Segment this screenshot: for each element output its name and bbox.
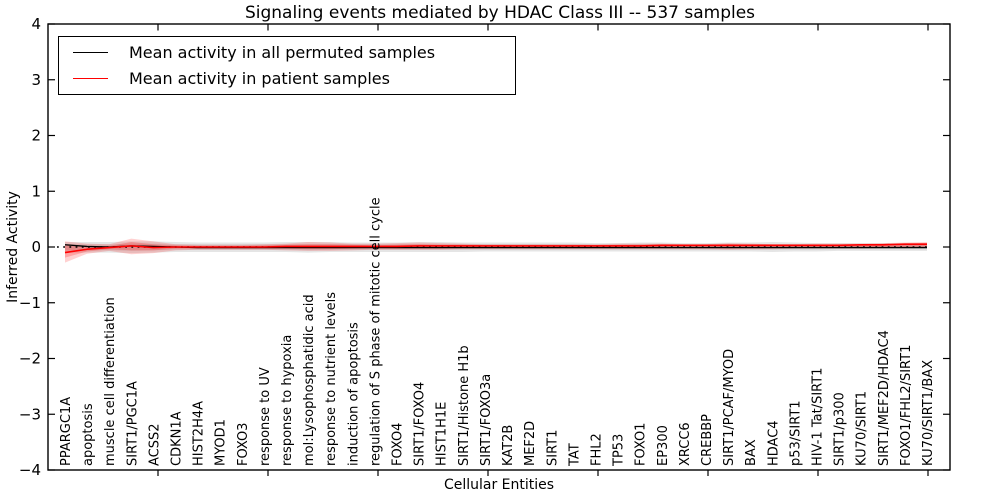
- x-category-label: KU70/SIRT1/BAX: [921, 360, 936, 466]
- x-category-label: regulation of S phase of mitotic cell cy…: [368, 197, 383, 466]
- y-tick-label: −3: [19, 405, 41, 423]
- y-tick-label: −4: [19, 461, 41, 479]
- permuted-line-swatch-icon: [73, 51, 108, 53]
- y-tick-label: 2: [31, 127, 41, 145]
- legend: Mean activity in all permuted samples Me…: [58, 36, 516, 95]
- x-category-label: FOXO1/FHL2/SIRT1: [899, 345, 914, 466]
- x-category-label: SIRT1/PGC1A: [125, 381, 140, 466]
- x-category-label: SIRT1/p300: [833, 392, 848, 466]
- x-category-label: MEF2D: [523, 421, 538, 466]
- x-category-label: SIRT1: [545, 430, 560, 466]
- x-category-label: BAX: [744, 439, 759, 466]
- x-category-label: KAT2B: [501, 425, 516, 466]
- x-category-label: CREBBP: [700, 414, 715, 466]
- x-category-label: response to hypoxia: [280, 335, 295, 466]
- patient-mean-line: [64, 243, 927, 254]
- x-category-label: HIST1H1E: [435, 402, 450, 466]
- x-category-label: SIRT1/PCAF/MYOD: [722, 349, 737, 466]
- x-category-label: response to UV: [258, 367, 273, 466]
- y-tick-label: 0: [31, 238, 41, 256]
- x-category-label: SIRT1/FOXO4: [413, 382, 428, 466]
- patient-line-swatch-icon: [73, 78, 108, 80]
- x-category-label: HIV-1 Tat/SIRT1: [810, 368, 825, 466]
- x-category-label: KU70/SIRT1: [855, 391, 870, 466]
- x-category-label: mol:Lysophosphatidic acid: [302, 294, 317, 466]
- x-category-label: SIRT1/Histone H1b: [457, 345, 472, 466]
- y-tick-label: 3: [31, 71, 41, 89]
- x-category-label: FOXO1: [634, 423, 649, 466]
- x-category-label: muscle cell differentiation: [103, 297, 118, 466]
- legend-label-patient: Mean activity in patient samples: [129, 69, 390, 89]
- x-category-label: SIRT1/FOXO3a: [479, 374, 494, 466]
- x-category-label: p53/SIRT1: [788, 400, 803, 466]
- x-category-label: CDKN1A: [170, 411, 185, 466]
- x-category-label: PPARGC1A: [59, 397, 74, 466]
- legend-label-permuted: Mean activity in all permuted samples: [129, 42, 436, 62]
- y-tick-label: −2: [19, 350, 41, 368]
- x-category-label: HIST2H4A: [192, 401, 207, 466]
- x-category-label: MYOD1: [214, 419, 229, 466]
- x-category-label: TP53: [612, 434, 627, 467]
- x-category-label: HDAC4: [766, 420, 781, 466]
- x-category-label: ACSS2: [147, 423, 162, 466]
- x-category-label: FOXO4: [391, 423, 406, 466]
- x-category-label: XRCC6: [678, 422, 693, 466]
- legend-entry-patient: Mean activity in patient samples: [73, 69, 515, 88]
- x-category-label: FOXO3: [236, 423, 251, 466]
- x-axis-label: Cellular Entities: [443, 477, 555, 493]
- legend-entry-permuted: Mean activity in all permuted samples: [73, 43, 515, 62]
- x-category-label: FHL2: [589, 433, 604, 466]
- y-tick-label: 1: [31, 182, 41, 200]
- x-category-label: SIRT1/MEF2D/HDAC4: [877, 330, 892, 466]
- y-tick-label: −1: [19, 294, 41, 312]
- x-category-label: apoptosis: [81, 403, 96, 466]
- x-category-label: response to nutrient levels: [324, 292, 339, 466]
- y-axis-label: Inferred Activity: [5, 191, 21, 303]
- x-category-label: EP300: [656, 425, 671, 466]
- x-category-label: induction of apoptosis: [346, 322, 361, 466]
- y-tick-label: 4: [31, 15, 41, 33]
- x-category-label: TAT: [567, 443, 582, 467]
- chart-title: Signaling events mediated by HDAC Class …: [244, 3, 756, 23]
